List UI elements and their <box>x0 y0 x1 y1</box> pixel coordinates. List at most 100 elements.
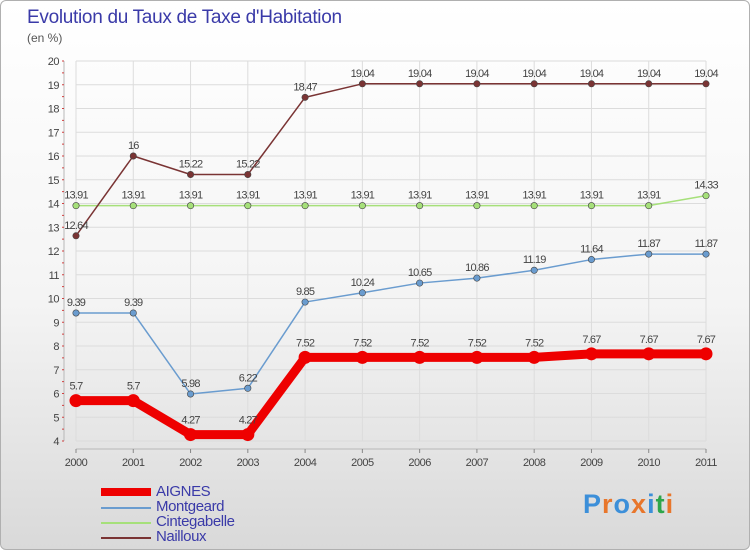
data-point-cintegabelle <box>416 202 424 210</box>
legend-label: Montgeard <box>156 498 225 515</box>
data-label-montgeard: 11.87 <box>695 238 718 250</box>
x-tick-label: 2008 <box>523 457 546 469</box>
data-point-nailloux <box>187 171 195 179</box>
y-tick-label: 16 <box>48 151 60 163</box>
data-label-nailloux: 19.04 <box>580 68 604 80</box>
data-label-nailloux: 19.04 <box>522 68 546 80</box>
data-label-aignes: 7.67 <box>640 334 659 346</box>
legend-swatch <box>101 488 151 496</box>
data-label-aignes: 7.52 <box>411 337 430 349</box>
data-label-nailloux: 19.04 <box>351 68 375 80</box>
logo-letter: i <box>665 489 675 519</box>
data-label-nailloux: 15.22 <box>179 159 203 171</box>
data-point-montgeard <box>72 309 80 317</box>
data-label-montgeard: 9.85 <box>296 286 315 298</box>
data-label-aignes: 4.27 <box>181 415 200 427</box>
data-point-aignes <box>699 347 713 361</box>
y-tick-label: 17 <box>48 127 60 139</box>
y-tick-label: 18 <box>48 104 60 116</box>
data-point-nailloux <box>587 80 595 88</box>
data-point-aignes <box>126 394 140 408</box>
y-tick-label: 20 <box>48 56 60 68</box>
y-tick-label: 9 <box>53 317 59 329</box>
proxiti-logo: Proxiti <box>583 489 674 520</box>
data-point-montgeard <box>530 266 538 274</box>
data-point-nailloux <box>702 80 710 88</box>
data-point-aignes <box>527 350 541 364</box>
data-point-cintegabelle <box>129 202 137 210</box>
data-label-aignes: 7.52 <box>296 337 315 349</box>
data-point-aignes <box>241 428 255 442</box>
data-point-cintegabelle <box>187 202 195 210</box>
data-point-nailloux <box>301 93 309 101</box>
data-label-nailloux: 19.04 <box>465 68 489 80</box>
y-tick-label: 15 <box>48 175 60 187</box>
data-label-cintegabelle: 13.91 <box>64 190 88 202</box>
legend-item-cintegabelle: Cintegabelle <box>101 513 301 530</box>
data-point-montgeard <box>473 274 481 282</box>
data-label-cintegabelle: 13.91 <box>637 190 661 202</box>
data-label-nailloux: 19.04 <box>408 68 432 80</box>
series-line-cintegabelle <box>75 194 707 207</box>
data-point-aignes <box>355 350 369 364</box>
data-label-montgeard: 10.24 <box>351 277 375 289</box>
data-label-aignes: 7.52 <box>468 337 487 349</box>
x-tick-label: 2002 <box>179 457 202 469</box>
data-label-cintegabelle: 13.91 <box>179 190 203 202</box>
data-point-nailloux <box>129 152 137 160</box>
data-point-nailloux <box>244 171 252 179</box>
data-point-montgeard <box>587 256 595 264</box>
data-label-montgeard: 11.64 <box>580 244 603 256</box>
data-point-aignes <box>69 394 83 408</box>
data-label-nailloux: 19.04 <box>694 68 718 80</box>
y-tick-label: 7 <box>53 365 59 377</box>
data-label-cintegabelle: 13.91 <box>351 190 375 202</box>
x-tick-label: 2011 <box>695 457 717 469</box>
x-tick-label: 2004 <box>294 457 317 469</box>
data-label-nailloux: 15.22 <box>236 159 260 171</box>
data-label-cintegabelle: 13.91 <box>236 190 260 202</box>
data-point-montgeard <box>702 250 710 258</box>
legend-swatch <box>101 507 151 509</box>
legend-swatch <box>101 522 151 524</box>
logo-letter: t <box>655 489 666 519</box>
y-tick-label: 11 <box>49 270 60 282</box>
data-label-aignes: 7.67 <box>697 334 716 346</box>
logo-letter: r <box>602 489 614 519</box>
data-point-nailloux <box>530 80 538 88</box>
data-label-montgeard: 11.87 <box>637 238 660 250</box>
data-point-montgeard <box>416 279 424 287</box>
legend-label: Cintegabelle <box>156 513 235 530</box>
data-label-nailloux: 19.04 <box>637 68 661 80</box>
chart-legend: AIGNES Montgeard Cintegabelle Nailloux <box>101 483 301 545</box>
data-point-aignes <box>642 347 656 361</box>
data-label-montgeard: 5.98 <box>181 378 200 390</box>
x-tick-label: 2009 <box>580 457 603 469</box>
data-point-cintegabelle <box>702 192 710 200</box>
y-tick-label: 14 <box>48 199 60 211</box>
legend-label: AIGNES <box>156 483 211 500</box>
data-label-aignes: 4.27 <box>239 415 258 427</box>
data-point-montgeard <box>244 384 252 392</box>
data-point-cintegabelle <box>473 202 481 210</box>
logo-letter: P <box>583 489 603 519</box>
data-label-cintegabelle: 13.91 <box>408 190 432 202</box>
data-point-montgeard <box>358 289 366 297</box>
x-tick-label: 2005 <box>351 457 374 469</box>
data-label-nailloux: 16 <box>128 140 139 152</box>
data-point-cintegabelle <box>645 202 653 210</box>
legend-label: Nailloux <box>156 528 207 545</box>
data-point-cintegabelle <box>587 202 595 210</box>
data-point-aignes <box>413 350 427 364</box>
data-point-aignes <box>298 350 312 364</box>
y-tick-label: 6 <box>53 389 59 401</box>
y-tick-label: 8 <box>53 341 59 353</box>
data-label-cintegabelle: 14.33 <box>694 180 718 192</box>
y-tick-label: 13 <box>48 222 60 234</box>
y-tick-label: 19 <box>48 80 60 92</box>
series-line-nailloux <box>75 83 707 237</box>
y-tick-label: 10 <box>48 294 60 306</box>
data-point-aignes <box>470 350 484 364</box>
data-point-montgeard <box>187 390 195 398</box>
